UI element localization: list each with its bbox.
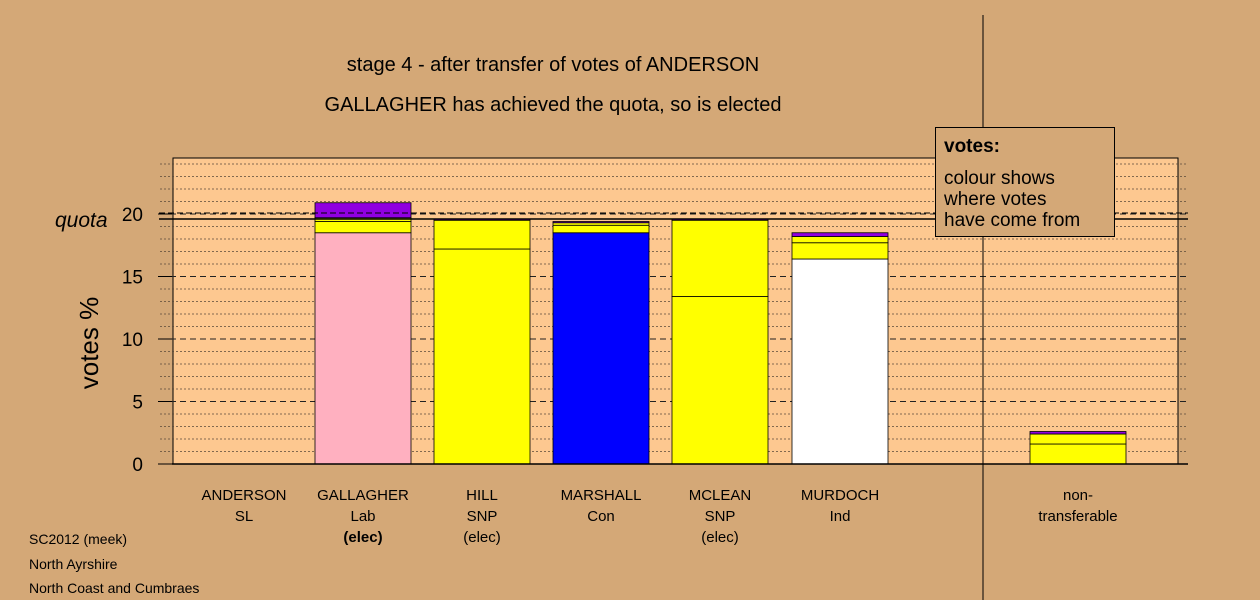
candidate-party: SNP [704,508,736,525]
bar-segment [791,236,889,244]
bar-segment [671,219,769,297]
candidate-name: MURDOCH [800,487,880,504]
quota-label: quota [55,209,108,232]
legend-line: where votes [944,189,1047,210]
candidate-name: MCLEAN [688,487,752,504]
candidate-party: Lab [350,508,376,525]
candidate-party: SL [234,508,254,525]
bar-segment [314,232,412,465]
bar-segment [1029,443,1127,465]
bar-segment [791,232,889,237]
candidate-name: HILL [466,487,498,504]
bar-segment [671,296,769,465]
legend-line: colour shows [944,168,1055,189]
y-tick-label: 5 [132,393,143,414]
bar-segment [314,202,412,219]
candidate-name: non- [1062,487,1094,504]
candidate-party: Ind [829,508,851,525]
candidate-label: non-transferable [1018,485,1138,527]
candidate-name: MARSHALL [560,487,642,504]
candidate-name: GALLAGHER [317,487,409,504]
bar-segment [791,258,889,465]
footer-council: North Ayrshire [29,556,118,572]
bar-segment [314,221,412,234]
candidate-label: MARSHALL Con [541,485,661,527]
legend-line: have come from [944,210,1081,231]
y-tick-label: 20 [122,205,143,226]
y-tick-label: 10 [122,330,143,351]
candidate-name: ANDERSON [201,487,287,504]
bar-segment [552,224,650,234]
candidate-label: MCLEAN SNP (elec) [660,485,780,548]
chart-subtitle: GALLAGHER has achieved the quota, so is … [324,94,782,116]
footer-method: SC2012 (meek) [29,531,128,547]
footer-ward: North Coast and Cumbraes [29,580,200,596]
bar-segment [552,232,650,465]
candidate-label: GALLAGHER Lab (elec) [303,485,423,548]
bar-segment [1029,433,1127,445]
bar-segment [433,248,531,465]
bar-segment [433,219,531,250]
candidate-status: (elec) [343,529,383,546]
legend-title: votes: [944,136,1000,157]
bar-segment [1029,431,1127,435]
bar-segment [552,221,650,224]
y-tick-label: 0 [132,455,143,476]
candidate-status: (elec) [701,529,739,546]
y-axis-label: votes % [74,297,104,390]
bar-segment [791,242,889,260]
candidate-label: HILL SNP (elec) [422,485,542,548]
chart-title: stage 4 - after transfer of votes of AND… [346,54,760,76]
candidate-party: SNP [466,508,498,525]
candidate-party: transferable [1038,508,1118,525]
candidate-label: MURDOCH Ind [780,485,900,527]
y-tick-label: 15 [122,268,143,289]
candidate-party: Con [587,508,615,525]
legend: votes: colour shows where votes have com… [935,127,1115,237]
candidate-status: (elec) [463,529,501,546]
candidate-label: ANDERSON SL [184,485,304,527]
